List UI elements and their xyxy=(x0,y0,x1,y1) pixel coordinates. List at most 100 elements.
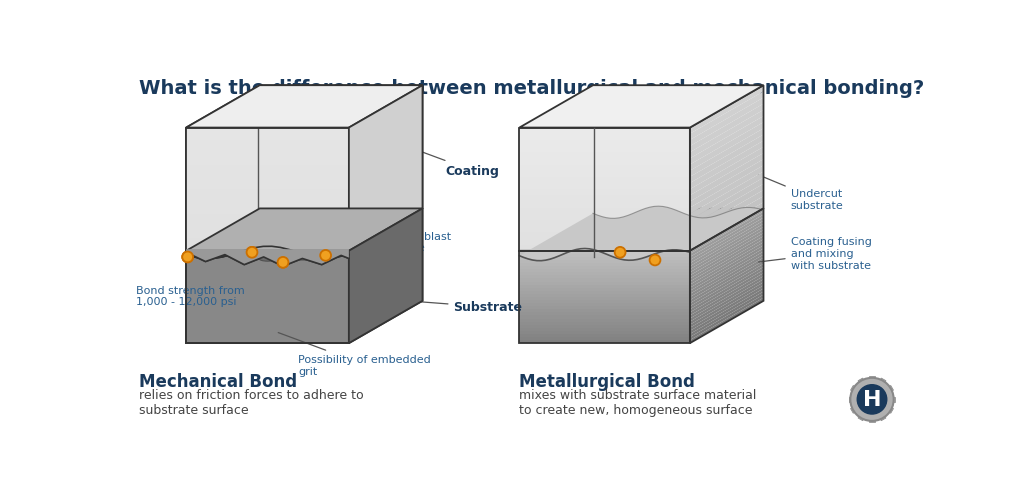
Polygon shape xyxy=(519,141,690,147)
Circle shape xyxy=(278,257,289,268)
Polygon shape xyxy=(519,227,690,233)
Text: Undercut
substrate: Undercut substrate xyxy=(759,176,844,211)
Polygon shape xyxy=(519,319,690,322)
Polygon shape xyxy=(690,243,764,288)
Polygon shape xyxy=(519,279,690,282)
Polygon shape xyxy=(690,212,764,257)
Polygon shape xyxy=(341,214,423,259)
Polygon shape xyxy=(283,216,376,266)
Polygon shape xyxy=(884,405,894,413)
Polygon shape xyxy=(186,86,423,128)
Polygon shape xyxy=(690,117,764,165)
Circle shape xyxy=(278,257,289,268)
Text: Voids: Voids xyxy=(262,218,394,252)
Ellipse shape xyxy=(259,256,276,262)
Polygon shape xyxy=(690,267,764,312)
Polygon shape xyxy=(519,276,690,279)
Polygon shape xyxy=(519,245,690,251)
Polygon shape xyxy=(690,154,764,202)
Polygon shape xyxy=(690,228,764,273)
Polygon shape xyxy=(519,300,690,303)
Polygon shape xyxy=(690,234,764,279)
Polygon shape xyxy=(186,86,423,128)
Polygon shape xyxy=(186,147,349,153)
Polygon shape xyxy=(186,171,349,178)
Polygon shape xyxy=(519,316,690,319)
Polygon shape xyxy=(186,215,349,220)
Polygon shape xyxy=(519,207,764,261)
Polygon shape xyxy=(519,291,690,294)
Text: Substrate: Substrate xyxy=(359,298,522,314)
Text: mixes with substrate surface material
to create new, homogeneous surface: mixes with substrate surface material to… xyxy=(519,388,757,416)
Polygon shape xyxy=(690,123,764,171)
Polygon shape xyxy=(519,165,690,171)
Polygon shape xyxy=(519,325,690,328)
Polygon shape xyxy=(690,147,764,196)
Polygon shape xyxy=(186,178,349,184)
Polygon shape xyxy=(519,196,690,202)
Polygon shape xyxy=(349,209,423,344)
Polygon shape xyxy=(519,310,690,312)
Polygon shape xyxy=(186,220,349,227)
Polygon shape xyxy=(519,190,690,196)
Polygon shape xyxy=(690,224,764,270)
Polygon shape xyxy=(186,128,349,251)
Polygon shape xyxy=(690,289,764,334)
Ellipse shape xyxy=(292,254,313,261)
Polygon shape xyxy=(869,415,874,422)
Polygon shape xyxy=(690,178,764,227)
Polygon shape xyxy=(519,282,690,285)
Polygon shape xyxy=(519,328,690,331)
Polygon shape xyxy=(690,92,764,141)
Polygon shape xyxy=(519,233,690,239)
Polygon shape xyxy=(186,196,349,202)
Polygon shape xyxy=(186,245,349,251)
Polygon shape xyxy=(186,153,349,159)
Polygon shape xyxy=(884,386,894,394)
Polygon shape xyxy=(690,264,764,310)
Polygon shape xyxy=(519,202,690,208)
Polygon shape xyxy=(690,274,764,319)
Polygon shape xyxy=(322,214,415,265)
Polygon shape xyxy=(519,220,690,227)
Polygon shape xyxy=(690,98,764,147)
Polygon shape xyxy=(245,215,337,265)
Polygon shape xyxy=(690,135,764,184)
Polygon shape xyxy=(186,159,349,165)
Polygon shape xyxy=(186,227,349,233)
Polygon shape xyxy=(519,307,690,310)
Polygon shape xyxy=(186,128,349,134)
Polygon shape xyxy=(206,213,299,262)
Polygon shape xyxy=(690,292,764,337)
Polygon shape xyxy=(225,213,317,265)
Polygon shape xyxy=(186,208,349,215)
Polygon shape xyxy=(186,250,349,266)
Polygon shape xyxy=(519,249,690,261)
Polygon shape xyxy=(858,378,866,387)
Polygon shape xyxy=(888,397,895,402)
Polygon shape xyxy=(690,172,764,220)
Polygon shape xyxy=(519,134,690,141)
Polygon shape xyxy=(519,270,690,273)
Polygon shape xyxy=(519,337,690,340)
Polygon shape xyxy=(690,237,764,282)
Polygon shape xyxy=(690,215,764,261)
Polygon shape xyxy=(519,184,690,190)
Polygon shape xyxy=(519,331,690,334)
Polygon shape xyxy=(186,209,423,251)
Polygon shape xyxy=(519,261,690,264)
Polygon shape xyxy=(519,254,690,257)
Polygon shape xyxy=(690,110,764,159)
Polygon shape xyxy=(690,276,764,322)
Polygon shape xyxy=(519,294,690,297)
Polygon shape xyxy=(349,209,423,344)
Polygon shape xyxy=(690,141,764,190)
Text: H: H xyxy=(863,390,882,409)
Polygon shape xyxy=(858,411,866,421)
Text: Metallurgical Bond: Metallurgical Bond xyxy=(519,372,695,391)
Polygon shape xyxy=(186,211,280,262)
Circle shape xyxy=(247,247,257,258)
Polygon shape xyxy=(851,386,860,394)
Polygon shape xyxy=(690,295,764,340)
Polygon shape xyxy=(519,322,690,325)
